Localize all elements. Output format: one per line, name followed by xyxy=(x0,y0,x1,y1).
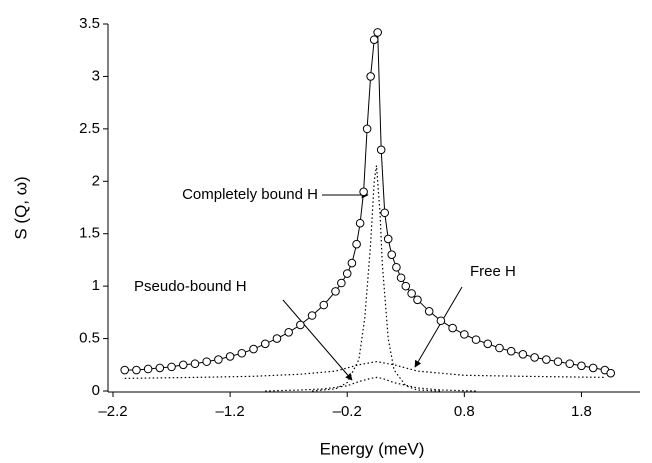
data-point xyxy=(369,35,379,45)
component-curve xyxy=(124,360,605,379)
data-point xyxy=(319,300,329,310)
data-point xyxy=(588,363,598,373)
data-point xyxy=(355,218,365,228)
y-tick-label: 1.5 xyxy=(79,225,100,242)
data-point xyxy=(518,350,528,359)
data-point xyxy=(307,311,317,320)
data-point xyxy=(424,307,434,316)
data-point xyxy=(553,357,563,366)
data-point xyxy=(383,234,393,244)
annotation-arrow xyxy=(282,299,353,381)
data-point xyxy=(359,187,368,197)
data-point xyxy=(387,250,397,259)
data-point xyxy=(396,273,406,283)
data-point xyxy=(380,208,389,218)
y-tick-label: 3 xyxy=(92,67,100,84)
data-point xyxy=(296,320,305,330)
annotation: Completely bound H xyxy=(182,186,318,203)
data-point xyxy=(362,124,372,134)
data-point xyxy=(495,343,504,353)
data-point xyxy=(347,258,357,268)
data-point xyxy=(366,72,375,81)
data-point xyxy=(202,357,211,366)
x-tick-label: 1.8 xyxy=(571,403,592,420)
data-point xyxy=(214,355,223,364)
annotation: Pseudo-bound H xyxy=(134,278,247,295)
data-point xyxy=(606,368,616,378)
data-point xyxy=(249,344,258,354)
data-point xyxy=(190,359,200,369)
component-curve xyxy=(265,376,477,392)
x-axis-label: Energy (meV) xyxy=(320,439,425,458)
data-point xyxy=(143,364,153,374)
data-point xyxy=(331,287,340,296)
y-axis-label: S (Q, ω) xyxy=(11,176,30,239)
data-point xyxy=(565,359,575,369)
data-point xyxy=(352,239,361,249)
data-point xyxy=(471,335,481,344)
data-point xyxy=(401,281,411,291)
component-curve xyxy=(312,165,441,392)
data-point xyxy=(530,353,539,362)
data-point xyxy=(392,262,401,272)
x-tick-label: –1.2 xyxy=(216,403,245,420)
data-point xyxy=(448,323,457,333)
y-tick-label: 3.5 xyxy=(79,15,100,32)
data-point xyxy=(225,352,235,361)
data-point xyxy=(373,28,382,37)
annotation-arrow xyxy=(414,286,463,368)
x-tick-label: 0.8 xyxy=(454,403,475,420)
y-tick-label: 2.5 xyxy=(79,120,100,137)
data-point xyxy=(132,365,141,375)
data-point xyxy=(272,334,282,343)
data-point xyxy=(284,327,293,337)
x-tick-label: –0.2 xyxy=(333,403,362,420)
data-point xyxy=(436,316,446,326)
data-point xyxy=(237,348,247,358)
data-point xyxy=(407,289,416,298)
data-point xyxy=(376,145,386,155)
data-point xyxy=(506,346,516,356)
y-tick-label: 1 xyxy=(92,277,100,294)
data-point xyxy=(577,361,586,371)
data-point xyxy=(167,362,176,372)
x-tick-label: –2.2 xyxy=(98,403,127,420)
data-point xyxy=(460,330,469,339)
y-tick-label: 2 xyxy=(92,172,100,189)
data-point xyxy=(155,363,165,373)
data-point xyxy=(483,339,493,349)
y-tick-label: 0 xyxy=(92,382,100,399)
data-point xyxy=(342,269,352,278)
data-point xyxy=(413,295,422,305)
data-point xyxy=(120,365,130,375)
y-tick-label: 0.5 xyxy=(79,330,100,347)
data-point xyxy=(260,339,270,349)
annotation: Free H xyxy=(470,263,516,280)
data-point xyxy=(542,355,551,364)
data-point xyxy=(178,360,188,370)
data-point xyxy=(337,278,346,288)
